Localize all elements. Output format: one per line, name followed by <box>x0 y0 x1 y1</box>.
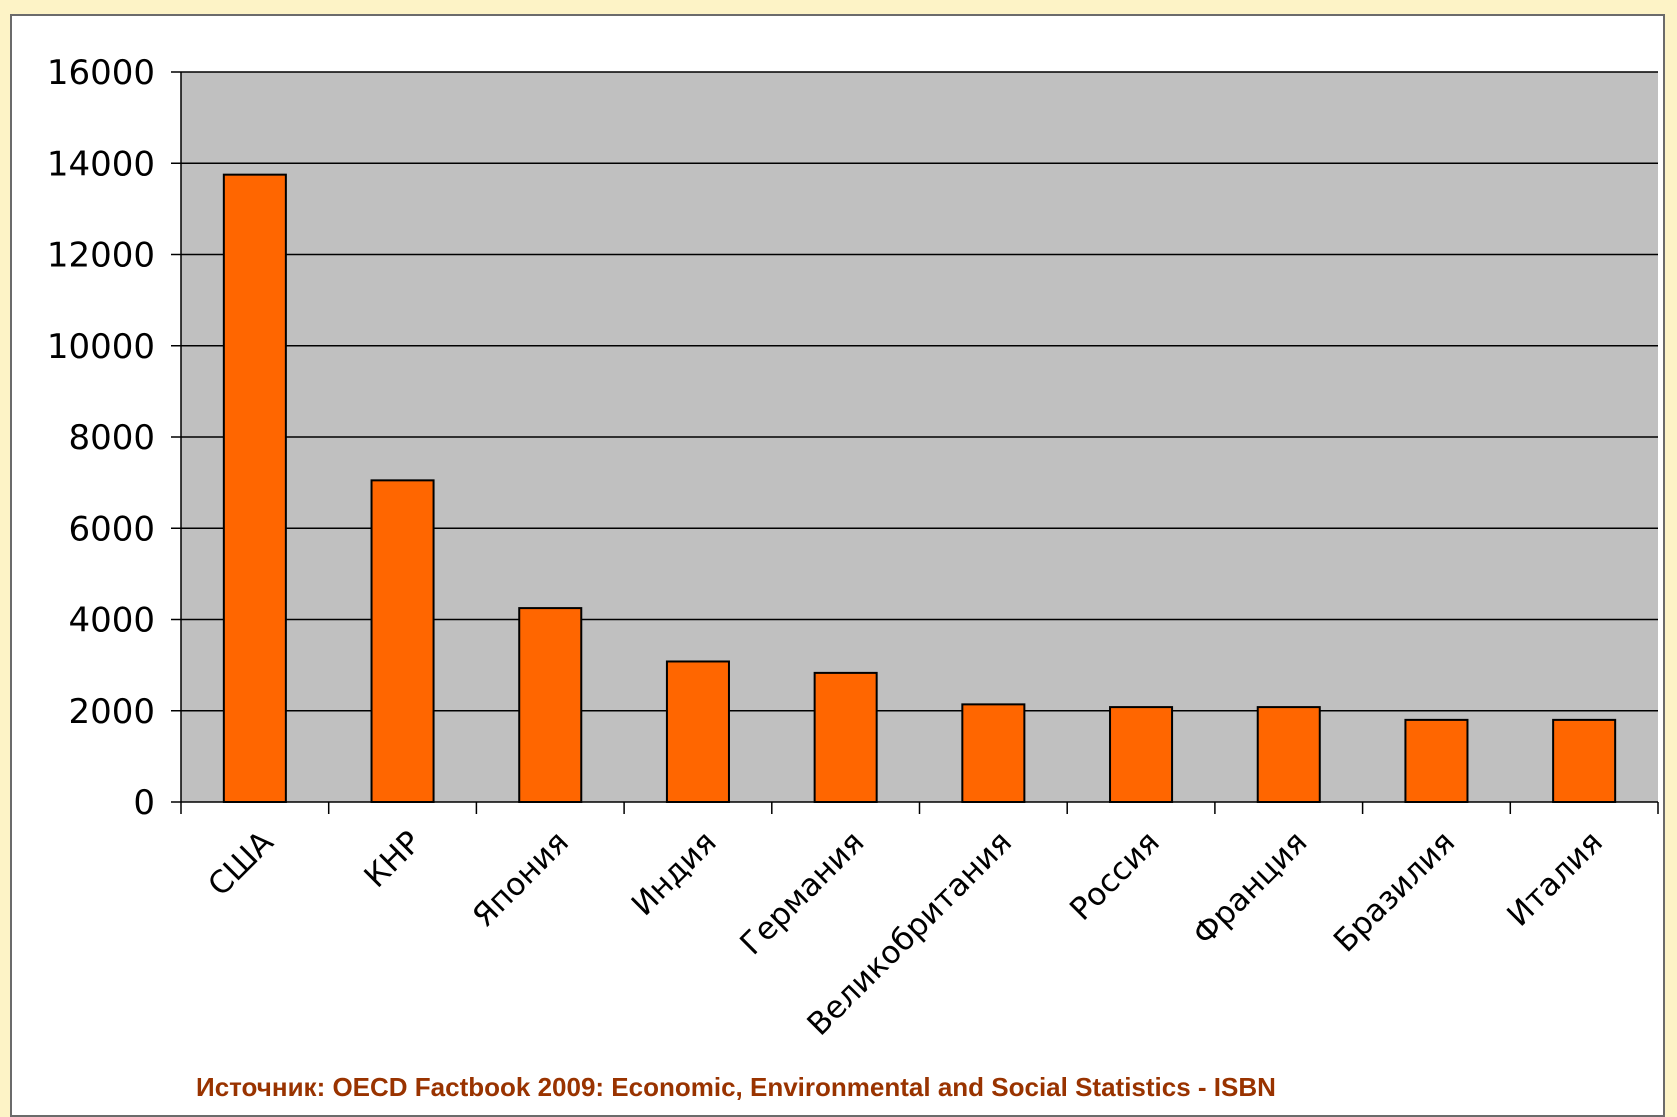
x-category-label: Индия <box>625 824 724 923</box>
bar-7 <box>1109 706 1174 803</box>
y-tick-label: 6000 <box>68 509 155 549</box>
bar-9 <box>1404 718 1469 803</box>
source-note: Источник: OECD Factbook 2009: Economic, … <box>196 1072 1276 1102</box>
bars <box>222 173 1617 803</box>
x-category-label: Франция <box>1186 824 1314 952</box>
y-tick-label: 16000 <box>47 53 155 93</box>
axes <box>171 71 1659 814</box>
y-axis-tick-labels: 0 2000 4000 6000 8000 10000 12000 14000 16000 <box>47 53 155 823</box>
x-category-label: Россия <box>1063 824 1167 928</box>
x-category-label: КНР <box>357 824 428 895</box>
x-category-label: Италия <box>1500 824 1610 934</box>
bar-1 <box>222 173 287 803</box>
bar-10 <box>1552 718 1617 803</box>
y-tick-label: 14000 <box>47 144 155 184</box>
y-tick-label: 10000 <box>47 327 155 367</box>
bar-4 <box>665 660 730 803</box>
y-tick-label: 8000 <box>68 418 155 458</box>
y-tick-label: 2000 <box>68 692 155 732</box>
x-category-label: Германия <box>733 824 871 962</box>
bar-8 <box>1256 706 1321 803</box>
x-category-label: Бразилия <box>1327 824 1462 959</box>
bar-6 <box>961 703 1026 803</box>
x-category-label: Япония <box>466 824 576 934</box>
bar-5 <box>813 671 878 803</box>
x-category-label: США <box>201 824 280 903</box>
bar-3 <box>518 607 583 803</box>
bar-2 <box>370 479 435 803</box>
y-tick-label: 0 <box>133 783 155 823</box>
y-tick-label: 4000 <box>68 601 155 641</box>
y-tick-label: 12000 <box>47 236 155 276</box>
